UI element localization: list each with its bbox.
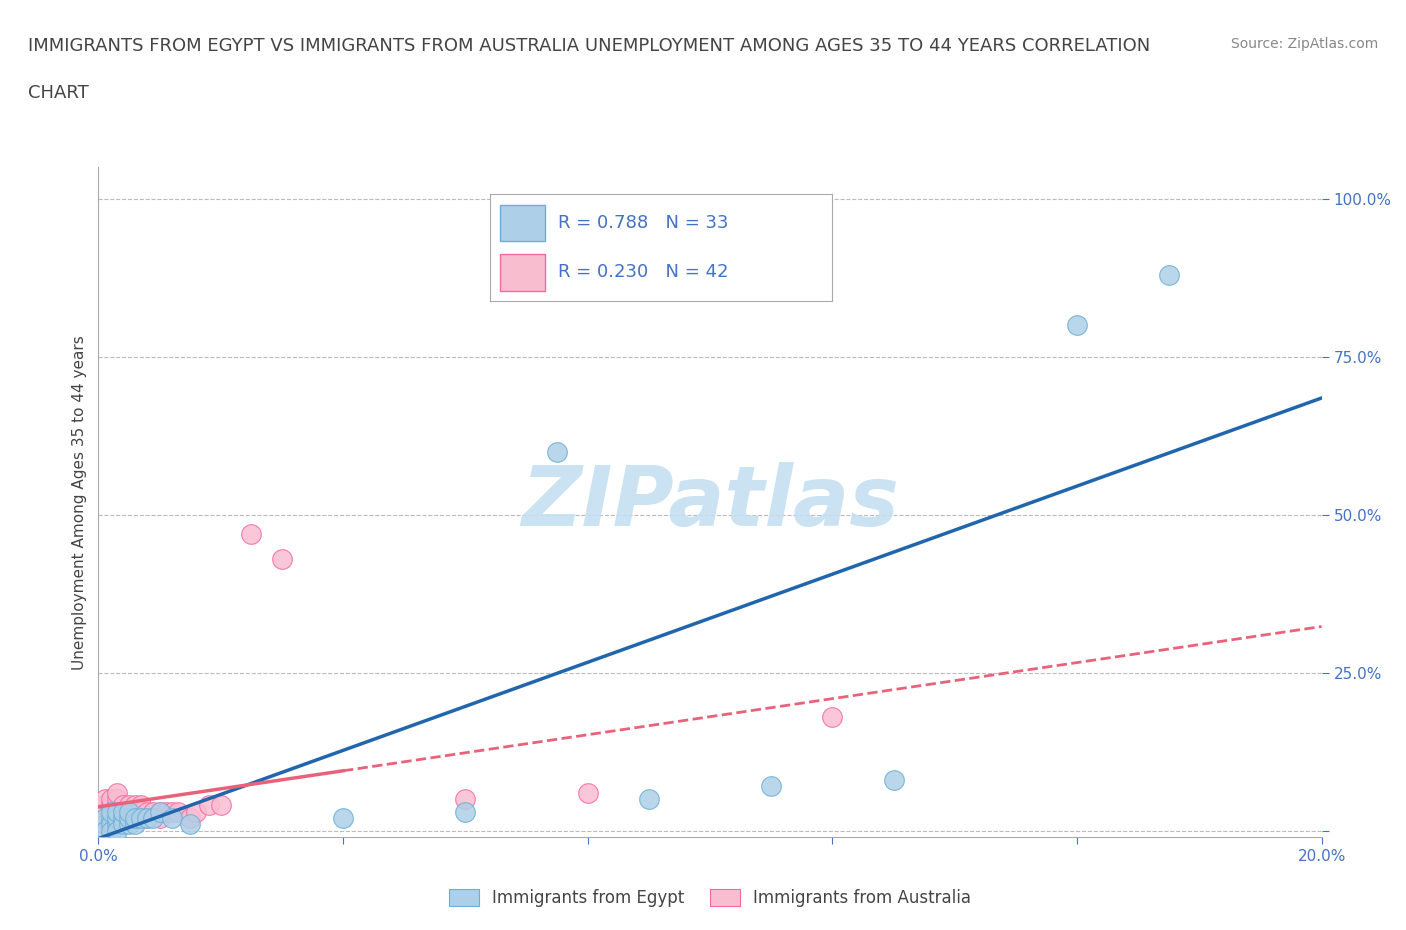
Text: Source: ZipAtlas.com: Source: ZipAtlas.com — [1230, 37, 1378, 51]
Point — [93, 804, 115, 819]
Point — [93, 798, 115, 813]
Point — [111, 811, 134, 826]
Point — [118, 811, 141, 826]
Point — [105, 798, 128, 813]
Point — [136, 811, 159, 826]
Point — [124, 817, 146, 831]
Point — [93, 791, 115, 806]
Point — [129, 804, 152, 819]
Point — [118, 804, 141, 819]
Point — [100, 804, 122, 819]
Point — [149, 804, 172, 819]
Point — [93, 817, 115, 831]
Point — [100, 791, 122, 806]
Point — [197, 798, 219, 813]
Point — [105, 804, 128, 819]
Point — [100, 811, 122, 826]
Point — [93, 823, 115, 838]
Point — [167, 804, 190, 819]
Text: ZIPatlas: ZIPatlas — [522, 461, 898, 543]
Point — [240, 526, 263, 541]
Point — [118, 804, 141, 819]
Point — [546, 445, 568, 459]
Point — [118, 811, 141, 826]
Point — [124, 811, 146, 826]
Point — [179, 811, 201, 826]
Point — [93, 811, 115, 826]
Point — [149, 811, 172, 826]
Legend: Immigrants from Egypt, Immigrants from Australia: Immigrants from Egypt, Immigrants from A… — [440, 881, 980, 916]
Point — [160, 804, 183, 819]
Text: CHART: CHART — [28, 84, 89, 101]
Point — [124, 798, 146, 813]
Point — [186, 804, 208, 819]
Point — [332, 811, 354, 826]
Point — [105, 823, 128, 838]
Point — [270, 551, 292, 566]
Point — [454, 791, 477, 806]
Point — [637, 791, 661, 806]
Point — [100, 804, 122, 819]
Point — [129, 811, 152, 826]
Point — [105, 785, 128, 800]
Point — [136, 811, 159, 826]
Point — [129, 811, 152, 826]
Point — [160, 811, 183, 826]
Point — [576, 785, 599, 800]
Point — [100, 817, 122, 831]
Point — [111, 804, 134, 819]
Point — [111, 817, 134, 831]
Point — [124, 804, 146, 819]
Text: IMMIGRANTS FROM EGYPT VS IMMIGRANTS FROM AUSTRALIA UNEMPLOYMENT AMONG AGES 35 TO: IMMIGRANTS FROM EGYPT VS IMMIGRANTS FROM… — [28, 37, 1150, 55]
Point — [1157, 267, 1180, 282]
Point — [100, 823, 122, 838]
Point — [142, 811, 165, 826]
Point — [111, 804, 134, 819]
Point — [149, 804, 172, 819]
Point — [105, 811, 128, 826]
Point — [209, 798, 232, 813]
Point — [105, 791, 128, 806]
Point — [136, 804, 159, 819]
Point — [118, 798, 141, 813]
Point — [93, 811, 115, 826]
Point — [454, 804, 477, 819]
Point — [155, 804, 177, 819]
Point — [142, 804, 165, 819]
Point — [105, 804, 128, 819]
Point — [179, 817, 201, 831]
Point — [100, 811, 122, 826]
Point — [111, 811, 134, 826]
Point — [111, 798, 134, 813]
Point — [1066, 318, 1088, 333]
Point — [129, 798, 152, 813]
Point — [105, 811, 128, 826]
Point — [124, 811, 146, 826]
Point — [105, 817, 128, 831]
Point — [100, 798, 122, 813]
Point — [821, 710, 844, 724]
Point — [118, 817, 141, 831]
Y-axis label: Unemployment Among Ages 35 to 44 years: Unemployment Among Ages 35 to 44 years — [72, 335, 87, 670]
Point — [883, 773, 905, 788]
Point — [759, 779, 782, 794]
